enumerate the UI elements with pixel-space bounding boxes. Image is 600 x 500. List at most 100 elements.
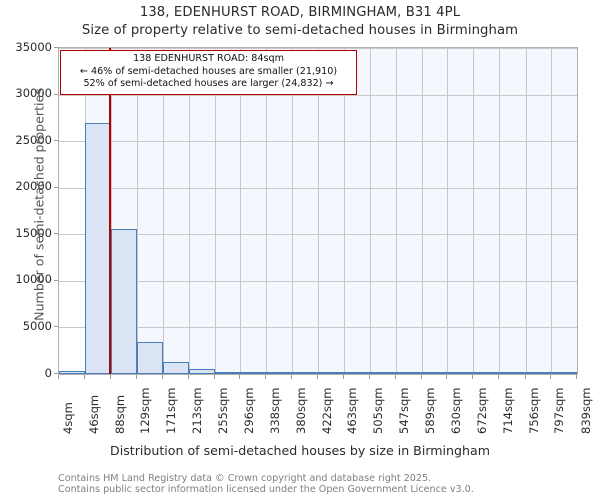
y-axis-tick-mark [54, 279, 58, 281]
y-axis-tick-label: 25000 [15, 132, 52, 147]
footer-line-1: Contains HM Land Registry data © Crown c… [58, 473, 432, 484]
histogram-bar [473, 372, 500, 374]
y-axis-tick-label: 5000 [22, 318, 52, 333]
x-axis-tick-mark [368, 375, 370, 379]
gridline-vertical [421, 48, 423, 374]
histogram-bar [395, 372, 422, 374]
y-axis-tick-label: 10000 [15, 272, 52, 287]
histogram-bar [318, 372, 344, 374]
y-axis-title: Number of semi-detached properties [31, 88, 47, 321]
gridline-vertical [447, 48, 449, 374]
gridline-vertical [111, 48, 113, 374]
histogram-bar [525, 372, 551, 374]
gridline-horizontal [59, 141, 577, 143]
y-axis-tick-mark [54, 233, 58, 235]
gridline-vertical [473, 48, 475, 374]
gridline-vertical [240, 48, 242, 374]
x-axis-tick-label: 129sqm [138, 387, 153, 434]
x-axis-tick-label: 547sqm [397, 387, 412, 434]
x-axis-tick-mark [187, 375, 189, 379]
gridline-vertical [292, 48, 294, 374]
x-axis-tick-mark [239, 375, 241, 379]
annotation-line-1: 138 EDENHURST ROAD: 84sqm [133, 53, 284, 64]
footer-line-2: Contains public sector information licen… [58, 484, 474, 495]
histogram-bar [111, 228, 137, 374]
x-axis-tick-label: 672sqm [474, 387, 489, 434]
x-axis-tick-mark [576, 375, 577, 379]
gridline-vertical [188, 48, 190, 374]
x-axis-tick-mark [110, 375, 112, 379]
x-axis-tick-label: 422sqm [319, 387, 334, 434]
x-axis-tick-mark [291, 375, 293, 379]
x-axis-tick-mark [498, 375, 500, 379]
histogram-bar [240, 372, 267, 374]
x-axis-tick-label: 4sqm [60, 402, 75, 434]
gridline-vertical [343, 48, 345, 374]
histogram-bar [447, 372, 474, 374]
x-axis-tick-label: 714sqm [500, 387, 515, 434]
x-axis-tick-mark [420, 375, 422, 379]
histogram-bar [292, 372, 319, 374]
x-axis-tick-label: 88sqm [112, 394, 127, 434]
x-axis-tick-label: 171sqm [164, 387, 179, 434]
gridline-horizontal [59, 234, 577, 236]
histogram-bar [499, 372, 526, 374]
y-axis-tick-label: 30000 [15, 86, 52, 101]
gridline-vertical [395, 48, 397, 374]
x-axis-tick-label: 255sqm [216, 387, 231, 434]
x-axis-tick-label: 338sqm [267, 387, 282, 434]
x-axis-tick-mark [84, 375, 86, 379]
histogram-bar [421, 372, 448, 374]
x-axis-tick-label: 380sqm [293, 387, 308, 434]
gridline-vertical [136, 48, 138, 374]
x-axis-tick-label: 756sqm [527, 387, 541, 434]
gridline-horizontal [59, 280, 577, 282]
x-axis-tick-mark [549, 375, 551, 379]
gridline-vertical [369, 48, 371, 374]
y-axis-tick-label: 35000 [15, 39, 52, 54]
plot-shaded-region [85, 48, 577, 374]
gridline-vertical [266, 48, 268, 374]
histogram-bar [188, 369, 215, 374]
x-axis-tick-mark [135, 375, 137, 379]
y-axis-tick-mark [54, 93, 58, 95]
x-axis-tick-label: 589sqm [423, 387, 438, 434]
y-axis-tick-mark [54, 140, 58, 142]
property-annotation-box: 138 EDENHURST ROAD: 84sqm ← 46% of semi-… [60, 50, 357, 95]
x-axis-tick-label: 630sqm [448, 387, 463, 434]
x-axis-tick-mark [317, 375, 319, 379]
chart-subtitle: Size of property relative to semi-detach… [81, 23, 519, 38]
x-axis-tick-label: 46sqm [86, 394, 101, 434]
x-axis-tick-mark [472, 375, 474, 379]
gridline-horizontal [59, 48, 577, 49]
y-axis-tick-mark [54, 373, 58, 374]
x-axis-tick-label: 839sqm [578, 387, 593, 434]
x-axis-tick-mark [58, 375, 59, 379]
histogram-bar [214, 372, 241, 374]
x-axis-tick-label: 213sqm [190, 387, 205, 434]
y-axis-tick-mark [54, 186, 58, 188]
chart-title: 138, EDENHURST ROAD, BIRMINGHAM, B31 4PL [139, 5, 461, 20]
x-axis-tick-mark [524, 375, 526, 379]
x-axis-tick-label: 797sqm [552, 387, 567, 434]
y-axis-tick-label: 15000 [15, 225, 52, 240]
y-axis-tick-mark [54, 47, 58, 48]
gridline-vertical [162, 48, 164, 374]
histogram-bar [59, 371, 86, 374]
gridline-horizontal [59, 94, 577, 96]
x-axis-tick-label: 505sqm [371, 387, 386, 434]
histogram-bar [343, 372, 370, 374]
x-axis-title: Distribution of semi-detached houses by … [110, 443, 490, 458]
gridline-vertical [214, 48, 216, 374]
x-axis-tick-mark [265, 375, 267, 379]
histogram-bar [550, 372, 577, 374]
histogram-bar [85, 123, 112, 374]
x-axis-tick-mark [446, 375, 448, 379]
histogram-bar [266, 372, 293, 374]
plot-area [58, 47, 578, 375]
gridline-vertical [499, 48, 501, 374]
x-axis-tick-mark [213, 375, 215, 379]
gridline-horizontal [59, 187, 577, 189]
histogram-bar [162, 361, 189, 374]
